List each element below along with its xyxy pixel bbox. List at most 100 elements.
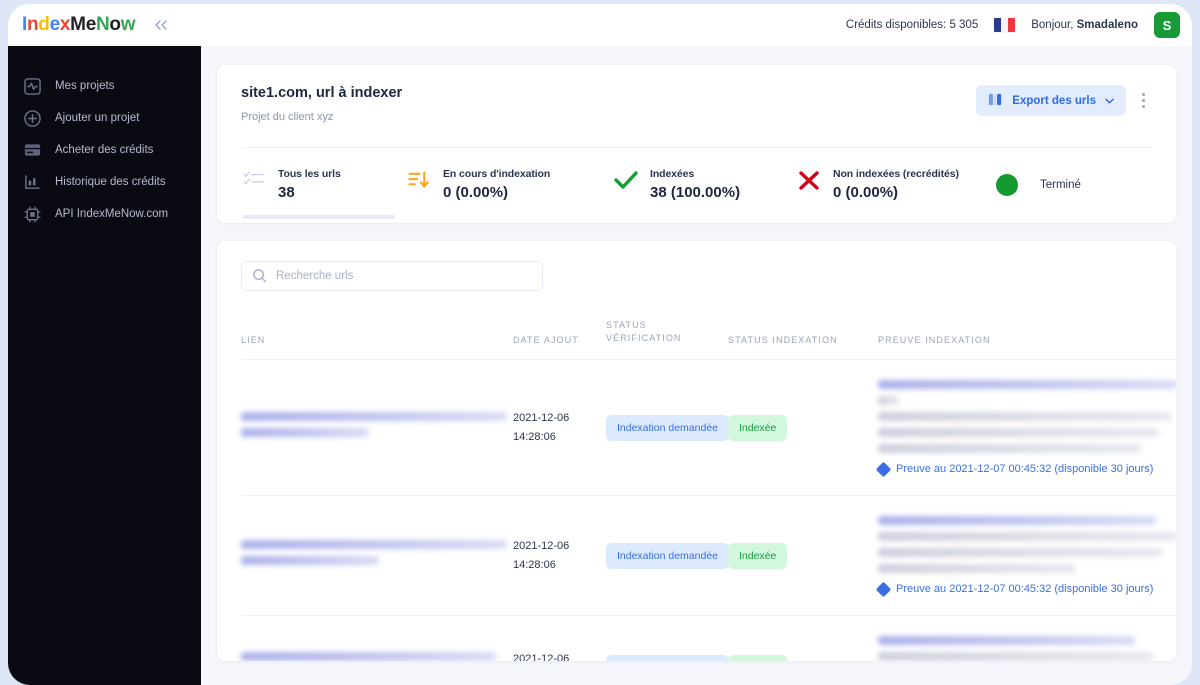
page-title: site1.com, url à indexer xyxy=(241,85,403,101)
sidebar-item-mes-projets[interactable]: Mes projets xyxy=(8,70,201,102)
column-header-preuve-indexation[interactable]: PREUVE INDEXATION xyxy=(878,319,1176,361)
user-name: Smadaleno xyxy=(1076,19,1138,31)
sidebar-nav: Mes projets Ajouter un projet xyxy=(8,70,201,230)
sidebar-item-historique-des-credits[interactable]: Historique des crédits xyxy=(8,166,201,198)
logo-letter: o xyxy=(109,14,121,35)
search-container xyxy=(241,261,543,291)
bar-chart-icon xyxy=(24,174,41,191)
stat-text: Tous les urls 38 xyxy=(278,168,341,201)
stat-en-cours-indexation[interactable]: En cours d'indexation 0 (0.00%) xyxy=(406,168,613,201)
stat-value: 0 (0.00%) xyxy=(443,184,509,201)
stat-non-indexees[interactable]: Non indexées (recrédités) 0 (0.00%) xyxy=(796,168,996,201)
top-bar: IndexMeNow Crédits disponibles: 5 305 Bo… xyxy=(8,4,1192,46)
proof-link[interactable]: Preuve au 2021-12-07 00:45:32 (disponibl… xyxy=(875,461,1176,477)
project-titles: site1.com, url à indexer Projet du clien… xyxy=(241,85,402,123)
proof-link-label: Preuve au 2021-12-07 00:45:32 (disponibl… xyxy=(896,583,1154,596)
cell-lien[interactable] xyxy=(241,359,513,497)
column-header-line: VÉRIFICATION xyxy=(606,333,682,344)
redacted-proof-line xyxy=(878,636,1136,646)
avatar[interactable]: S xyxy=(1154,12,1180,38)
stat-value: 38 xyxy=(278,184,295,201)
status-dot-icon xyxy=(996,174,1018,196)
column-header-status-verification[interactable]: STATUS VÉRIFICATION xyxy=(606,319,728,361)
redacted-proof-line xyxy=(878,412,1172,422)
project-header: site1.com, url à indexer Projet du clien… xyxy=(241,85,1152,123)
cell-date-ajout: 2021-12-06 14:28:06 xyxy=(513,495,606,617)
stat-text: Indexées 38 (100.00%) xyxy=(650,168,740,201)
redacted-proof-line xyxy=(878,444,1142,454)
logo-letter: e xyxy=(49,14,61,35)
logo-letter: d xyxy=(38,14,50,35)
sidebar-item-label: API IndexMeNow.com xyxy=(55,208,169,220)
redacted-link-line xyxy=(241,652,497,661)
project-actions: Export des urls xyxy=(976,85,1152,116)
sidebar-item-ajouter-un-projet[interactable]: Ajouter un projet xyxy=(8,102,201,134)
table-body: 2021-12-06 14:28:06 Indexation demandée Ind… xyxy=(241,359,1176,661)
status-verification-badge: Indexation demandée xyxy=(606,414,729,441)
redacted-proof-line xyxy=(878,396,899,406)
cell-status-verification: Indexation demandée xyxy=(606,495,729,617)
project-state: Terminé xyxy=(996,168,1081,196)
redacted-proof-line xyxy=(878,652,1154,661)
cell-status-indexation: Indexée xyxy=(728,615,878,661)
stat-value: 0 (0.00%) xyxy=(833,184,899,201)
status-verification-badge: Indexation demandée xyxy=(606,542,729,569)
france-flag-icon[interactable] xyxy=(994,18,1016,32)
app-logo[interactable]: IndexMeNow xyxy=(22,14,136,36)
time-value: 14:28:06 xyxy=(513,430,556,443)
time-value: 14:28:06 xyxy=(513,558,556,571)
date-value: 2021-12-06 xyxy=(513,540,570,553)
project-subtitle: Projet du client xyz xyxy=(241,111,334,123)
sidebar-item-acheter-des-credits[interactable]: Acheter des crédits xyxy=(8,134,201,166)
logo-letter: I xyxy=(22,14,27,35)
status-indexation-badge: Indexée xyxy=(728,414,788,441)
plus-circle-icon xyxy=(24,109,41,127)
more-vertical-icon[interactable] xyxy=(1134,88,1152,114)
cell-status-indexation: Indexée xyxy=(728,359,878,497)
cell-lien[interactable] xyxy=(241,495,513,617)
column-header-date-ajout[interactable]: DATE AJOUT xyxy=(513,319,606,361)
credits-label: Crédits disponibles: 5 305 xyxy=(845,19,979,31)
cell-preuve-indexation xyxy=(878,615,1176,661)
search-input[interactable] xyxy=(241,261,543,291)
cross-icon xyxy=(796,168,822,191)
redacted-proof-line xyxy=(878,548,1163,558)
proof-link[interactable]: Preuve au 2021-12-07 00:45:32 (disponibl… xyxy=(875,581,1176,597)
date-value: 2021-12-06 xyxy=(513,652,570,661)
export-urls-button[interactable]: Export des urls xyxy=(976,85,1126,116)
sidebar: Mes projets Ajouter un projet xyxy=(8,46,201,685)
column-header-lien[interactable]: LIEN xyxy=(241,319,513,361)
proof-link-label: Preuve au 2021-12-07 00:45:32 (disponibl… xyxy=(896,463,1154,476)
cell-lien[interactable] xyxy=(241,615,513,661)
stat-text: Non indexées (recrédités) 0 (0.00%) xyxy=(833,168,959,201)
export-urls-label: Export des urls xyxy=(1012,94,1096,107)
redacted-link-line xyxy=(241,539,507,549)
credit-card-icon xyxy=(24,142,41,159)
cell-status-verification: Indexation demandée xyxy=(606,359,729,497)
stat-tous-les-urls[interactable]: Tous les urls 38 xyxy=(241,168,406,219)
date-value: 2021-12-06 xyxy=(513,412,570,425)
checklist-icon xyxy=(241,168,267,190)
main-content: site1.com, url à indexer Projet du clien… xyxy=(201,46,1192,685)
date-text: 2021-12-06 14:28:06 xyxy=(513,537,600,573)
logo-letter: x xyxy=(59,14,71,35)
cell-preuve-indexation: Preuve au 2021-12-07 00:45:32 (disponibl… xyxy=(875,495,1176,617)
greeting-prefix: Bonjour, xyxy=(1031,19,1077,31)
redacted-proof-line xyxy=(878,564,1076,574)
stat-text: En cours d'indexation 0 (0.00%) xyxy=(443,168,550,201)
project-card: site1.com, url à indexer Projet du clien… xyxy=(217,65,1176,223)
sort-descending-icon xyxy=(406,168,432,191)
check-icon xyxy=(613,168,639,191)
status-indexation-badge: Indexée xyxy=(728,655,788,661)
stat-indexees[interactable]: Indexées 38 (100.00%) xyxy=(613,168,796,201)
column-header-status-indexation[interactable]: STATUS INDEXATION xyxy=(728,319,878,361)
app-window: IndexMeNow Crédits disponibles: 5 305 Bo… xyxy=(8,4,1192,685)
sidebar-item-api-indexmenow[interactable]: API IndexMeNow.com xyxy=(8,198,201,230)
logo-letter: w xyxy=(120,14,136,35)
chevrons-left-icon[interactable] xyxy=(153,18,170,32)
